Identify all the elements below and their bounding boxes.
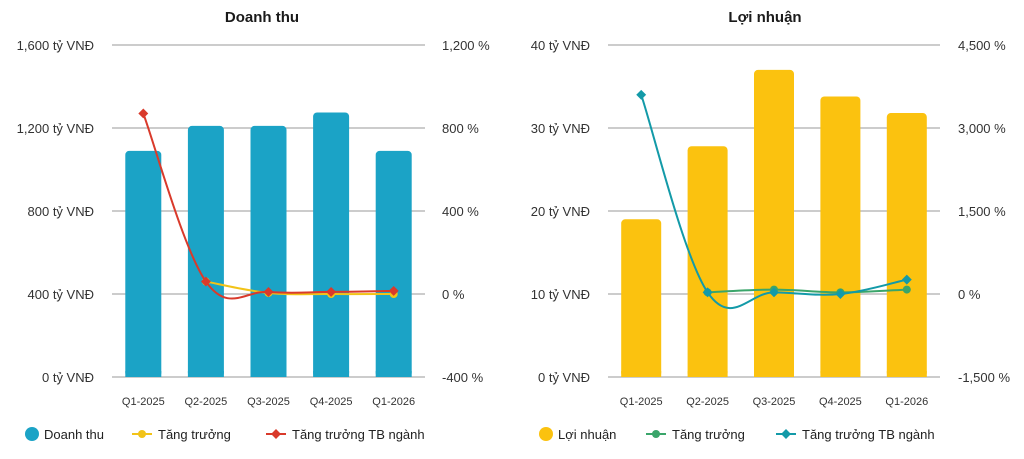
y-tick-label: 800 tỷ VNĐ: [28, 204, 94, 219]
x-tick-label: Q4-2025: [310, 396, 353, 408]
y2-tick-label: -400 %: [442, 370, 484, 385]
bar-base: [621, 371, 662, 377]
series-line: [707, 288, 907, 294]
bar-base: [375, 371, 412, 377]
y2-tick-label: 3,000 %: [958, 121, 1006, 136]
y2-tick-label: 1,200 %: [442, 38, 490, 53]
legend-marker: [781, 429, 791, 439]
series-line: [142, 113, 394, 300]
series-point: [263, 286, 274, 297]
bar: [375, 150, 412, 377]
y-tick-label: 400 tỷ VNĐ: [28, 287, 94, 302]
bar: [687, 146, 728, 377]
series-point: [326, 286, 337, 297]
x-tick-label: Q1-2026: [885, 396, 928, 408]
y-tick-label: 0 tỷ VNĐ: [538, 370, 590, 385]
bar: [886, 113, 927, 377]
bar: [313, 112, 350, 377]
y-tick-label: 1,200 tỷ VNĐ: [17, 121, 94, 136]
x-tick-label: Q4-2025: [819, 396, 862, 408]
x-tick-label: Q2-2025: [686, 396, 729, 408]
legend-label: Doanh thu: [44, 427, 104, 442]
bar-base: [754, 371, 794, 377]
legend-label: Tăng trưởng TB ngành: [292, 427, 425, 442]
legend-marker: [25, 427, 39, 441]
y2-tick-label: 400 %: [442, 204, 479, 219]
bar: [250, 125, 287, 377]
series-point: [769, 287, 779, 298]
bar: [820, 96, 861, 378]
legend-marker: [652, 430, 660, 438]
legend-marker: [271, 429, 281, 439]
x-tick-label: Q1-2025: [620, 396, 663, 408]
y-tick-label: 1,600 tỷ VNĐ: [17, 38, 94, 53]
series-point: [138, 108, 149, 119]
bar-base: [820, 371, 861, 377]
bar: [754, 69, 794, 378]
series-line: [640, 94, 908, 309]
legend-label: Lợi nhuận: [558, 427, 616, 442]
x-tick-label: Q2-2025: [184, 396, 227, 408]
legend-marker: [539, 427, 553, 441]
y-tick-label: 0 tỷ VNĐ: [42, 370, 94, 385]
x-tick-label: Q1-2025: [122, 396, 165, 408]
x-tick-label: Q3-2025: [247, 396, 290, 408]
series-point: [902, 285, 911, 294]
legend-label: Tăng trưởng TB ngành: [802, 427, 935, 442]
series-point: [200, 276, 211, 287]
series-point: [702, 287, 713, 298]
y2-tick-label: 1,500 %: [958, 204, 1006, 219]
bar-base: [313, 371, 350, 377]
chart-title: Lợi nhuận: [728, 9, 801, 26]
legend-label: Tăng trưởng: [672, 427, 745, 442]
y-tick-label: 10 tỷ VNĐ: [531, 287, 590, 302]
y2-tick-label: 800 %: [442, 121, 479, 136]
x-tick-label: Q3-2025: [753, 396, 796, 408]
y-tick-label: 20 tỷ VNĐ: [531, 204, 590, 219]
y2-tick-label: 0 %: [958, 287, 981, 302]
x-tick-label: Q1-2026: [372, 396, 415, 408]
chart-title: Doanh thu: [225, 9, 299, 26]
bar-base: [687, 371, 728, 377]
series-point: [835, 289, 846, 299]
bar-base: [886, 371, 927, 377]
bar: [187, 125, 224, 377]
y-tick-label: 30 tỷ VNĐ: [531, 121, 590, 136]
series-point: [901, 274, 912, 285]
bar-base: [250, 371, 287, 377]
series-line: [205, 280, 394, 296]
series-point: [388, 285, 399, 296]
bar: [621, 219, 662, 377]
y-tick-label: 40 tỷ VNĐ: [531, 38, 590, 53]
series-point: [636, 89, 647, 100]
legend-marker: [138, 430, 146, 438]
bar: [125, 150, 162, 377]
bar-base: [187, 371, 224, 377]
y2-tick-label: 4,500 %: [958, 38, 1006, 53]
y2-tick-label: 0 %: [442, 287, 465, 302]
legend-label: Tăng trưởng: [158, 427, 231, 442]
y2-tick-label: -1,500 %: [958, 370, 1010, 385]
bar-base: [125, 371, 162, 377]
